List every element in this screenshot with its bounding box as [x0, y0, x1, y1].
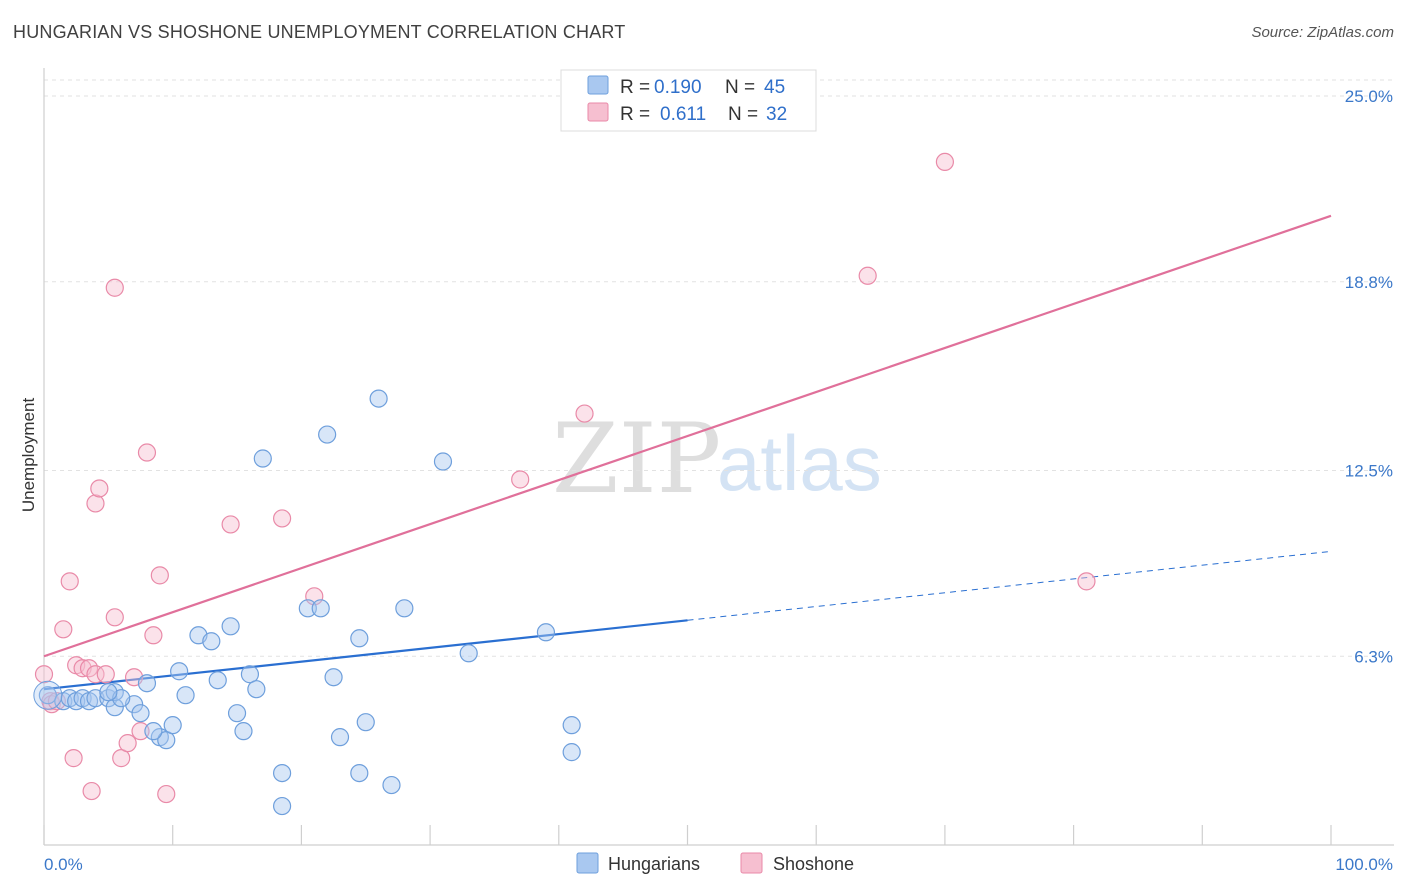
point-hungarians	[311, 599, 330, 618]
legend-n-label-1: N =	[725, 77, 755, 98]
point-hungarians	[272, 796, 292, 816]
point-shoshone	[272, 509, 292, 528]
point-hungarians	[356, 713, 375, 732]
point-shoshone	[1077, 572, 1096, 591]
x-tick-label-min: 0.0%	[44, 855, 83, 874]
chart-title: HUNGARIAN VS SHOSHONE UNEMPLOYMENT CORRE…	[13, 22, 626, 42]
point-shoshone	[54, 620, 73, 639]
point-shoshone	[575, 404, 594, 423]
point-shoshone	[118, 734, 137, 753]
legend-n-label-2: N =	[728, 104, 758, 125]
point-shoshone	[86, 494, 105, 513]
legend-r-value-1: 0.190	[654, 77, 702, 98]
point-hungarians	[99, 683, 118, 702]
grid-lines	[44, 79, 1394, 657]
legend: R = 0.190 N = 45 R = 0.611 N = 32	[560, 69, 817, 132]
point-hungarians	[137, 674, 157, 693]
legend-r-label-1: R =	[620, 77, 650, 98]
point-hungarians	[330, 728, 350, 747]
point-shoshone	[64, 749, 83, 768]
point-hungarians	[350, 763, 369, 783]
point-hungarians	[208, 671, 227, 690]
point-hungarians	[459, 644, 478, 663]
point-shoshone	[42, 695, 61, 714]
point-shoshone	[86, 665, 105, 684]
point-shoshone	[112, 749, 131, 768]
point-hungarians	[240, 665, 260, 684]
point-hungarians	[163, 716, 182, 735]
point-hungarians	[247, 680, 266, 699]
point-hungarians	[253, 449, 272, 468]
point-hungarians-cluster	[33, 680, 63, 710]
point-hungarians	[202, 632, 221, 651]
point-hungarians	[350, 629, 369, 648]
point-hungarians	[227, 704, 247, 723]
point-hungarians	[433, 452, 453, 471]
point-hungarians	[536, 623, 556, 642]
point-shoshone	[96, 665, 115, 684]
data-points	[33, 152, 1096, 816]
point-shoshone	[105, 278, 124, 297]
axes	[43, 68, 1394, 846]
legend-r-value-2: 0.611	[660, 104, 706, 125]
point-hungarians	[157, 731, 176, 750]
point-hungarians	[170, 662, 189, 681]
point-hungarians	[38, 686, 57, 705]
bottom-legend-swatch-hungarians	[576, 852, 599, 874]
point-shoshone	[60, 572, 79, 591]
y-tick-label: 6.3%	[1354, 647, 1393, 666]
point-shoshone	[34, 665, 54, 684]
point-shoshone	[157, 784, 176, 804]
point-hungarians	[221, 617, 240, 636]
bottom-legend: Hungarians Shoshone	[576, 852, 854, 874]
y-tick-label: 12.5%	[1345, 462, 1393, 481]
point-hungarians	[324, 668, 343, 687]
point-hungarians	[176, 686, 195, 705]
bottom-legend-hungarians: Hungarians	[608, 854, 700, 874]
legend-n-value-2: 32	[766, 104, 787, 125]
point-shoshone	[137, 443, 157, 462]
bottom-legend-swatch-shoshone	[740, 852, 763, 874]
point-shoshone	[858, 266, 877, 285]
point-hungarians	[395, 599, 414, 618]
legend-n-value-1: 45	[764, 77, 785, 98]
point-shoshone	[511, 470, 530, 489]
chart-source: Source: ZipAtlas.com	[1251, 24, 1394, 41]
point-hungarians	[562, 743, 581, 762]
y-tick-label: 18.8%	[1345, 273, 1393, 292]
legend-swatch-shoshone	[587, 102, 609, 122]
point-shoshone	[221, 515, 240, 534]
point-shoshone	[82, 781, 101, 801]
point-hungarians	[318, 425, 337, 444]
trend-lines	[43, 214, 1332, 691]
point-shoshone	[105, 608, 124, 627]
trend-shoshone	[43, 214, 1332, 658]
bottom-legend-shoshone: Shoshone	[773, 854, 854, 874]
watermark-zip: ZIP	[552, 403, 721, 515]
point-hungarians	[144, 722, 163, 741]
tick-labels: 25.0% 18.8% 12.5% 6.3% 0.0% 100.0%	[44, 87, 1393, 874]
point-hungarians	[298, 599, 317, 618]
watermark-atlas: atlas	[717, 419, 882, 507]
point-shoshone	[131, 722, 150, 741]
trend-hungarians-extension	[687, 550, 1332, 621]
point-shoshone	[90, 479, 109, 498]
legend-r-label-2: R =	[620, 104, 650, 125]
point-hungarians	[105, 698, 124, 717]
point-hungarians	[131, 704, 150, 723]
point-hungarians	[382, 775, 401, 795]
x-tick-label-max: 100.0%	[1335, 855, 1393, 874]
point-hungarians	[562, 716, 581, 735]
point-hungarians	[369, 389, 388, 408]
legend-swatch-hungarians	[587, 75, 609, 95]
point-hungarians	[234, 722, 253, 741]
point-shoshone	[935, 152, 955, 172]
y-tick-label: 25.0%	[1345, 87, 1393, 106]
point-shoshone	[150, 566, 169, 585]
point-shoshone	[144, 626, 163, 645]
point-hungarians	[272, 763, 292, 783]
y-axis-title: Unemployment	[19, 398, 38, 513]
trend-hungarians	[43, 619, 688, 691]
